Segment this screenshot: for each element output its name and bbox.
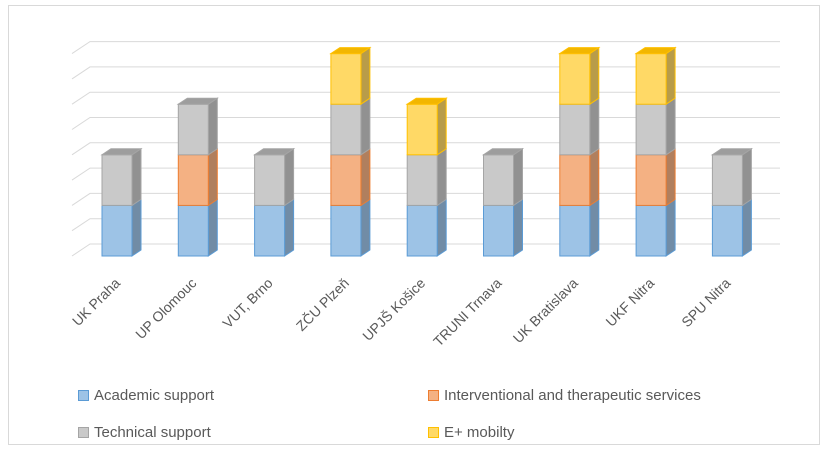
bar-segment <box>635 53 667 105</box>
bar-segment-side <box>207 198 218 257</box>
x-tick-label: UKF Nitra <box>602 275 657 330</box>
legend-swatch-interventional-services <box>428 390 439 401</box>
bar-segment <box>483 204 514 257</box>
legend-swatch-e-mobility <box>428 427 439 438</box>
bar-segment-side <box>665 46 676 106</box>
bar-top <box>405 97 448 105</box>
bar-segment <box>483 154 514 206</box>
bar-segment <box>711 154 743 206</box>
bar-top <box>100 148 143 156</box>
gridline <box>71 243 780 257</box>
legend-label-e-mobility: E+ mobilty <box>444 424 515 441</box>
x-tick-label: TRUNI Trnava <box>430 275 505 350</box>
gridline <box>71 167 780 181</box>
bar-segment <box>635 204 667 257</box>
bar-segment-side <box>589 147 600 207</box>
bar-segment-side <box>436 147 447 207</box>
bar-segment <box>101 204 133 257</box>
bar-segment <box>101 154 133 206</box>
x-tick-label: UK Praha <box>69 275 123 329</box>
legend-label-interventional-services: Interventional and therapeutic services <box>444 387 701 404</box>
bar-segment <box>177 154 209 206</box>
bar-segment <box>330 53 362 105</box>
bar-segment-side <box>360 147 371 207</box>
bar-top <box>558 47 601 55</box>
bar-top <box>710 148 754 156</box>
legend-item-interventional-services: Interventional and therapeutic services <box>428 387 701 404</box>
gridline <box>71 218 780 232</box>
x-tick-label: UPJŠ Košice <box>359 275 428 344</box>
bar-segment-side <box>360 198 371 257</box>
gridline <box>71 117 780 130</box>
bar-segment <box>330 204 362 257</box>
bar-segment <box>559 103 591 156</box>
bar-top <box>252 148 296 156</box>
bar-segment-side <box>589 198 600 257</box>
bar-segment-side <box>513 147 523 207</box>
bar-segment-side <box>589 97 600 156</box>
bar-top <box>481 148 525 156</box>
bar-segment <box>711 204 743 257</box>
bar-segment <box>254 154 286 206</box>
bar-segment-side <box>207 147 218 207</box>
bar-segment <box>330 103 362 156</box>
legend-label-academic-support: Academic support <box>94 387 215 404</box>
bar-segment-side <box>284 147 295 207</box>
bar-segment-side <box>436 198 447 257</box>
bar-segment-side <box>360 97 371 156</box>
bar-segment <box>177 204 209 257</box>
x-tick-label: VUT, Brno <box>219 275 276 332</box>
gridline <box>71 91 780 105</box>
bar-segment-side <box>207 97 218 156</box>
gridline <box>71 192 780 206</box>
gridline <box>71 41 780 55</box>
bar-top <box>329 47 372 55</box>
x-tick-label: SPU Nitra <box>678 275 733 330</box>
x-tick-label: UK Bratislava <box>510 275 581 346</box>
bar-top <box>634 47 677 55</box>
bar-segment <box>635 154 667 206</box>
bar-segment-side <box>741 198 752 257</box>
legend-item-e-mobility: E+ mobilty <box>428 424 514 441</box>
bar-segment-side <box>284 198 295 257</box>
bar-segment <box>559 204 591 257</box>
bar-segment <box>406 103 438 156</box>
legend-swatch-academic-support <box>78 390 89 401</box>
bar-top <box>176 97 219 105</box>
gridline <box>71 142 780 156</box>
gridline <box>71 66 780 80</box>
bar-segment-side <box>665 147 676 207</box>
x-tick-label: UP Olomouc <box>132 275 199 342</box>
bar-segment <box>177 103 209 156</box>
bar-segment-side <box>436 97 447 156</box>
legend-label-technical-support: Technical support <box>94 424 211 441</box>
legend-swatch-technical-support <box>78 427 89 438</box>
bar-segment-side <box>360 46 371 106</box>
legend-item-academic-support: Academic support <box>78 387 214 404</box>
bar-segment-side <box>589 46 600 106</box>
bar-segment-side <box>665 198 676 257</box>
bar-segment-side <box>665 97 676 156</box>
bar-segment <box>559 154 591 206</box>
legend-item-technical-support: Technical support <box>78 424 211 441</box>
bar-segment <box>406 154 438 206</box>
bar-segment-side <box>131 147 142 207</box>
bar-segment <box>406 204 438 257</box>
chart-frame <box>8 5 820 445</box>
bar-segment <box>559 53 591 105</box>
bar-segment-side <box>131 198 142 257</box>
bar-segment-side <box>741 147 752 207</box>
bar-segment <box>635 103 667 156</box>
bar-segment <box>254 204 286 257</box>
bar-segment-side <box>513 198 523 257</box>
x-tick-label: ZČU Plzeň <box>293 275 352 334</box>
bar-segment <box>330 154 362 206</box>
